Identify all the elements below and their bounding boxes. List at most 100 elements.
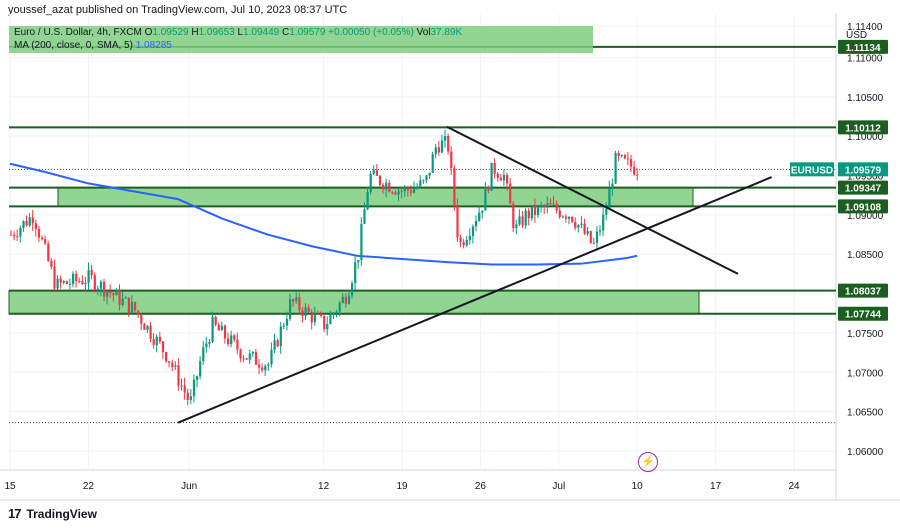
legend-c-label: C [282,27,290,38]
legend-ohlc: Euro / U.S. Dollar, 4h, FXCM O1.09529 H1… [14,27,462,38]
candle-body [332,313,335,316]
candle-body [270,349,273,365]
lightning-icon[interactable]: ⚡ [638,452,658,472]
legend-open: 1.09529 [152,27,189,38]
candle-body [251,351,254,354]
candle-body [595,231,599,243]
candle-body [509,183,512,204]
candle-body [115,289,118,296]
price-badges: 1.11134 1.10112 1.09347 1.09108 1.08037 1.077… [790,39,888,321]
candle-body [90,269,93,276]
candle-body [196,376,199,380]
candle-body [360,223,363,261]
candle-body [357,260,360,263]
candle-body [385,182,388,190]
candle-body [72,273,75,284]
legend-ma-label: MA (200, close, 0, SMA, 5) [14,40,133,51]
candle-body [248,353,251,360]
candle-body [388,182,391,192]
candle-body [434,147,437,155]
level-badge [838,180,888,195]
candle-body [279,326,282,347]
candle-body [605,208,608,215]
candle-body [351,283,354,296]
candle-body [518,216,521,225]
candle-body [155,336,158,346]
candle-body [450,151,453,169]
candle-body [127,297,130,313]
candle-body [298,297,301,311]
candle-body [41,237,44,240]
grid [0,14,900,501]
candle-body [363,209,366,224]
candle-body [490,162,493,191]
candle-body [28,217,31,226]
candle-body [211,316,214,342]
candle-body [564,216,568,219]
candle-body [623,155,626,159]
candle-body [59,278,62,283]
candle-body [586,231,589,234]
candle-body [75,273,78,282]
candle-body [338,302,341,312]
candle-body [465,239,468,246]
candle-body [425,175,428,181]
y-tick-label: 1.10000 [847,132,884,143]
candle-body [630,158,633,167]
candle-body [583,223,586,234]
candle-body [540,206,543,208]
candle-body [53,266,56,289]
y-tick-label: 1.11400 [847,22,883,33]
candle-body [186,392,189,400]
level-badge-label: 1.11134 [845,43,880,54]
candle-body [403,187,406,192]
candle-body [481,210,484,213]
candle-body [487,186,490,191]
legend-low: 1.09449 [243,27,280,38]
candle-body [295,297,298,302]
candle-body [205,343,208,348]
candle-body [236,339,239,350]
legend-vol-label: Vol [416,27,431,38]
candle-body [310,311,313,323]
candle-body [313,313,316,323]
candle-body [217,324,220,331]
candle-body [202,347,205,362]
candle-body [81,281,84,285]
candle-body [118,289,121,305]
candle-body [134,301,137,311]
candle-body [530,205,533,219]
candle-body [592,242,595,244]
candle-body [171,362,174,367]
candle-body [493,162,496,174]
candle-body [475,221,478,227]
legend-title: Euro / U.S. Dollar, 4h, FXCM [14,27,142,38]
level-badge-label: 1.08037 [845,287,882,298]
candle-body [533,205,537,216]
candle-body [267,364,270,366]
candle-body [617,152,620,157]
candle-body [577,224,580,228]
candle-body [31,217,34,224]
trendline [177,176,772,424]
candle-body [242,358,245,360]
candle-body [409,190,413,193]
candle-body [506,174,509,184]
level-badge [838,120,888,135]
candle-body [574,222,577,228]
candle-body [558,210,561,218]
candle-body [335,311,338,314]
candle-body [431,154,434,173]
candle-body [354,262,357,284]
legend-l-label: L [237,27,244,38]
candle-body [264,365,267,371]
x-tick-label: 12 [318,481,330,492]
candle-body [239,349,242,359]
candle-body [521,216,524,226]
candle-body [304,307,307,316]
symbol-badge [790,162,834,177]
candle-body [599,230,602,232]
candle-body [68,283,72,285]
brand-name: TradingView [26,506,97,521]
